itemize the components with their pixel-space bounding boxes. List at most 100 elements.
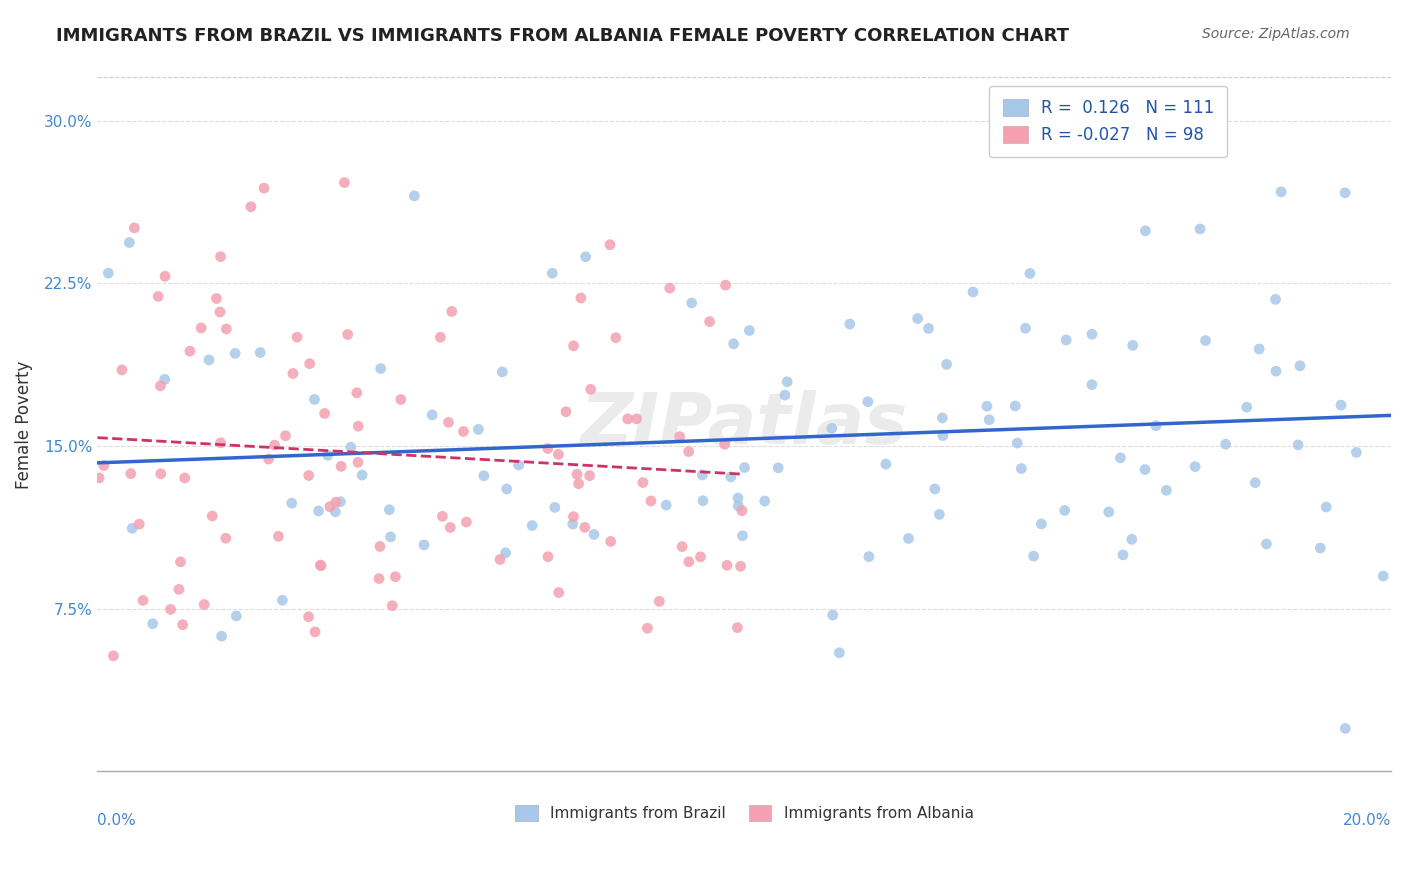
- Point: [561, 517, 583, 532]
- Point: [309, 558, 332, 573]
- Point: [1019, 267, 1042, 281]
- Point: [1330, 398, 1353, 412]
- Point: [142, 616, 165, 631]
- Point: [370, 361, 392, 376]
- Point: [215, 322, 238, 336]
- Point: [1334, 722, 1357, 736]
- Point: [333, 176, 356, 190]
- Point: [578, 468, 600, 483]
- Point: [378, 502, 401, 516]
- Point: [1194, 334, 1216, 348]
- Point: [120, 467, 142, 481]
- Point: [329, 495, 352, 509]
- Point: [352, 468, 374, 483]
- Point: [491, 365, 513, 379]
- Point: [1265, 364, 1288, 378]
- Point: [413, 538, 436, 552]
- Text: 0.0%: 0.0%: [97, 813, 136, 828]
- Point: [731, 504, 754, 518]
- Point: [381, 599, 404, 613]
- Point: [146, 289, 169, 303]
- Point: [1112, 548, 1135, 562]
- Point: [1004, 399, 1026, 413]
- Point: [267, 529, 290, 543]
- Point: [730, 559, 752, 574]
- Point: [281, 367, 304, 381]
- Point: [336, 327, 359, 342]
- Point: [1028, 139, 1050, 153]
- Point: [456, 515, 478, 529]
- Point: [520, 518, 543, 533]
- Point: [897, 532, 920, 546]
- Point: [1014, 321, 1036, 335]
- Point: [574, 250, 596, 264]
- Point: [932, 428, 955, 442]
- Legend: Immigrants from Brazil, Immigrants from Albania: Immigrants from Brazil, Immigrants from …: [502, 793, 986, 833]
- Point: [631, 475, 654, 490]
- Point: [569, 291, 592, 305]
- Point: [153, 372, 176, 386]
- Point: [309, 558, 332, 573]
- Point: [541, 266, 564, 280]
- Point: [1286, 438, 1309, 452]
- Point: [821, 608, 844, 623]
- Point: [678, 444, 700, 458]
- Point: [153, 269, 176, 284]
- Point: [738, 323, 761, 337]
- Point: [404, 189, 426, 203]
- Point: [907, 311, 929, 326]
- Point: [714, 278, 737, 293]
- Point: [285, 330, 308, 344]
- Text: 20.0%: 20.0%: [1343, 813, 1391, 828]
- Point: [172, 617, 194, 632]
- Point: [495, 482, 517, 496]
- Point: [132, 593, 155, 607]
- Point: [167, 582, 190, 597]
- Point: [440, 304, 463, 318]
- Point: [856, 394, 879, 409]
- Point: [330, 459, 353, 474]
- Point: [1098, 505, 1121, 519]
- Point: [917, 321, 939, 335]
- Point: [562, 339, 585, 353]
- Point: [253, 181, 276, 195]
- Point: [263, 438, 285, 452]
- Y-axis label: Female Poverty: Female Poverty: [15, 360, 32, 489]
- Point: [605, 331, 627, 345]
- Point: [1022, 549, 1045, 563]
- Point: [193, 598, 215, 612]
- Point: [93, 458, 115, 473]
- Point: [111, 363, 134, 377]
- Point: [190, 321, 212, 335]
- Point: [731, 529, 754, 543]
- Point: [1053, 503, 1076, 517]
- Point: [420, 408, 443, 422]
- Text: IMMIGRANTS FROM BRAZIL VS IMMIGRANTS FROM ALBANIA FEMALE POVERTY CORRELATION CHA: IMMIGRANTS FROM BRAZIL VS IMMIGRANTS FRO…: [56, 27, 1069, 45]
- Point: [1315, 500, 1337, 514]
- Point: [1121, 533, 1143, 547]
- Point: [280, 496, 302, 510]
- Point: [249, 345, 271, 359]
- Point: [205, 292, 228, 306]
- Point: [1236, 400, 1258, 414]
- Point: [1264, 293, 1286, 307]
- Point: [467, 422, 489, 436]
- Point: [924, 482, 946, 496]
- Point: [347, 419, 370, 434]
- Point: [508, 458, 530, 472]
- Point: [97, 266, 120, 280]
- Point: [489, 552, 512, 566]
- Point: [565, 467, 588, 482]
- Point: [325, 495, 347, 509]
- Point: [640, 494, 662, 508]
- Point: [727, 491, 749, 505]
- Point: [582, 527, 605, 541]
- Point: [346, 385, 368, 400]
- Point: [209, 305, 232, 319]
- Point: [1156, 483, 1178, 498]
- Point: [128, 517, 150, 532]
- Point: [298, 468, 321, 483]
- Point: [298, 357, 321, 371]
- Point: [149, 467, 172, 481]
- Point: [124, 220, 146, 235]
